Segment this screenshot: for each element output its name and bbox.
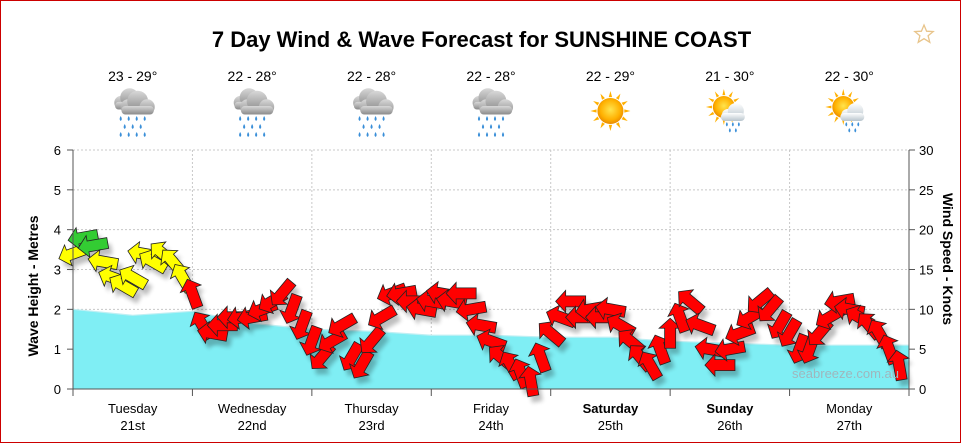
- wind-arrow: [338, 340, 365, 371]
- x-tick-label-day: Monday: [826, 401, 873, 416]
- wind-arrow: [119, 264, 150, 291]
- x-tick-label-day: Friday: [473, 401, 510, 416]
- y-tick-label-left: 1: [54, 342, 61, 357]
- y-tick-label-left: 5: [54, 183, 61, 198]
- temperature-label: 22 - 28°: [466, 68, 515, 84]
- wind-arrow: [77, 234, 110, 259]
- sun-shower-icon: [825, 89, 865, 133]
- y-tick-label-left: 3: [54, 263, 61, 278]
- x-tick-label-date: 25th: [598, 418, 623, 433]
- x-tick-label-date: 23rd: [359, 418, 385, 433]
- y-tick-label-right: 15: [919, 263, 933, 278]
- temperature-label: 22 - 28°: [347, 68, 396, 84]
- x-tick-label-date: 21st: [120, 418, 145, 433]
- wind-arrow: [445, 281, 477, 306]
- wind-arrow: [368, 304, 398, 331]
- watermark: seabreeze.com.au: [792, 366, 899, 381]
- favourite-star-icon[interactable]: [913, 23, 935, 45]
- x-tick-label-day: Saturday: [583, 401, 639, 416]
- wind-arrow: [328, 312, 359, 338]
- wind-arrow: [886, 349, 911, 382]
- wind-arrow: [766, 308, 793, 339]
- wind-arrow: [658, 317, 683, 349]
- x-tick-label-day: Sunday: [706, 401, 754, 416]
- wind-arrow: [538, 321, 567, 348]
- wind-arrow: [269, 277, 297, 306]
- temperature-label: 22 - 28°: [228, 68, 277, 84]
- sun-icon: [590, 91, 631, 131]
- y-tick-label-left: 2: [54, 302, 61, 317]
- x-tick-label-day: Thursday: [344, 401, 399, 416]
- wind-arrow: [678, 289, 706, 316]
- temperature-label: 21 - 30°: [705, 68, 754, 84]
- y-tick-label-right: 5: [919, 342, 926, 357]
- x-tick-label-day: Tuesday: [108, 401, 158, 416]
- y-tick-label-right: 20: [919, 223, 933, 238]
- wind-arrow: [289, 308, 313, 340]
- wind-arrow: [455, 298, 488, 322]
- wind-arrow: [555, 289, 587, 314]
- wind-arrow: [637, 351, 664, 382]
- wind-arrow: [109, 272, 140, 299]
- y-tick-label-right: 30: [919, 143, 933, 158]
- wind-arrow: [179, 278, 204, 310]
- wind-arrow: [704, 353, 736, 378]
- wind-arrow: [279, 292, 303, 324]
- wind-arrow: [776, 316, 803, 347]
- temperature-label: 22 - 30°: [825, 68, 874, 84]
- y-tick-label-left: 4: [54, 223, 61, 238]
- y-tick-label-left: 0: [54, 382, 61, 397]
- y-tick-label-right: 10: [919, 302, 933, 317]
- temperature-label: 22 - 29°: [586, 68, 635, 84]
- wind-arrow: [647, 334, 672, 366]
- sun-shower-icon: [705, 89, 745, 133]
- x-tick-label-date: 26th: [717, 418, 742, 433]
- rain-cloud-icon: [233, 88, 275, 137]
- wind-arrow: [298, 324, 323, 356]
- wind-arrow: [359, 325, 386, 354]
- y-tick-label-right: 0: [919, 382, 926, 397]
- chart-title: 7 Day Wind & Wave Forecast for SUNSHINE …: [211, 27, 752, 52]
- wind-arrow: [685, 312, 717, 337]
- rain-cloud-icon: [353, 88, 394, 137]
- x-tick-label-day: Wednesday: [218, 401, 287, 416]
- wind-arrow: [757, 293, 785, 322]
- temperature-label: 23 - 29°: [108, 68, 157, 84]
- x-tick-label-date: 24th: [478, 418, 503, 433]
- x-tick-label-date: 27th: [837, 418, 862, 433]
- x-tick-label-date: 22nd: [238, 418, 267, 433]
- y-tick-label-right: 25: [919, 183, 933, 198]
- y-tick-label-left: 6: [54, 143, 61, 158]
- rain-cloud-icon: [114, 88, 155, 137]
- wind-arrow: [527, 342, 552, 374]
- wind-arrow: [67, 226, 100, 251]
- rain-cloud-icon: [472, 88, 514, 137]
